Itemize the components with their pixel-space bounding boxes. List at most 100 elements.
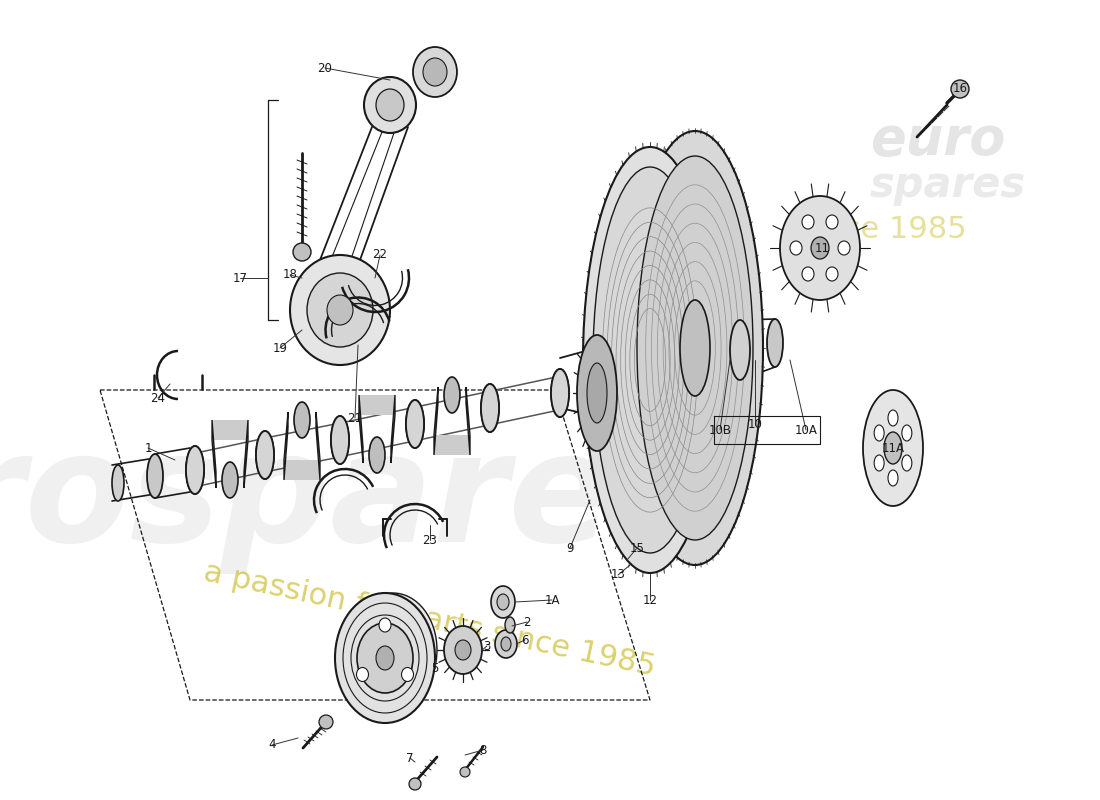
Ellipse shape	[331, 416, 349, 464]
Ellipse shape	[368, 437, 385, 473]
Ellipse shape	[802, 267, 814, 281]
Ellipse shape	[406, 400, 424, 448]
Ellipse shape	[500, 637, 512, 651]
Ellipse shape	[336, 593, 434, 723]
Text: 20: 20	[318, 62, 332, 74]
Text: 10A: 10A	[794, 423, 817, 437]
Ellipse shape	[730, 320, 750, 380]
Ellipse shape	[551, 369, 569, 417]
Ellipse shape	[888, 470, 898, 486]
Ellipse shape	[587, 363, 607, 423]
Text: 10B: 10B	[708, 423, 732, 437]
Ellipse shape	[838, 241, 850, 255]
Text: 22: 22	[373, 249, 387, 262]
Polygon shape	[434, 387, 438, 455]
Text: 1: 1	[144, 442, 152, 454]
Ellipse shape	[402, 667, 414, 682]
Ellipse shape	[874, 455, 884, 471]
Text: 4: 4	[268, 738, 276, 751]
Polygon shape	[316, 412, 320, 480]
Ellipse shape	[888, 410, 898, 426]
Ellipse shape	[884, 432, 902, 464]
Text: spares: spares	[870, 164, 1026, 206]
Ellipse shape	[811, 237, 829, 259]
Ellipse shape	[780, 196, 860, 300]
Ellipse shape	[481, 384, 499, 432]
Text: euro: euro	[870, 114, 1005, 166]
Text: 13: 13	[610, 569, 626, 582]
Ellipse shape	[551, 369, 569, 417]
Text: 5: 5	[431, 662, 439, 674]
Ellipse shape	[460, 767, 470, 777]
Text: 21: 21	[348, 411, 363, 425]
Text: 8: 8	[480, 743, 486, 757]
Ellipse shape	[349, 593, 437, 707]
Ellipse shape	[505, 617, 515, 633]
Polygon shape	[244, 420, 248, 488]
Ellipse shape	[767, 319, 783, 367]
Ellipse shape	[319, 715, 333, 729]
Ellipse shape	[331, 416, 349, 464]
Ellipse shape	[444, 377, 460, 413]
Text: 10: 10	[748, 418, 762, 431]
Ellipse shape	[307, 273, 373, 347]
Polygon shape	[390, 395, 395, 463]
Ellipse shape	[406, 400, 424, 448]
Polygon shape	[434, 435, 470, 455]
Text: 15: 15	[629, 542, 645, 554]
Ellipse shape	[874, 425, 884, 441]
Text: 3: 3	[483, 639, 491, 653]
Ellipse shape	[802, 215, 814, 229]
Ellipse shape	[637, 156, 754, 540]
Text: 23: 23	[422, 534, 438, 546]
Text: 24: 24	[151, 391, 165, 405]
Ellipse shape	[826, 267, 838, 281]
Ellipse shape	[376, 89, 404, 121]
Polygon shape	[284, 412, 288, 480]
Text: 19: 19	[273, 342, 287, 354]
Ellipse shape	[290, 255, 390, 365]
Ellipse shape	[112, 465, 124, 501]
Ellipse shape	[593, 167, 707, 553]
Text: 7: 7	[406, 751, 414, 765]
Ellipse shape	[497, 594, 509, 610]
Polygon shape	[212, 420, 248, 440]
Ellipse shape	[826, 215, 838, 229]
Ellipse shape	[491, 586, 515, 618]
Text: 11A: 11A	[881, 442, 904, 454]
Ellipse shape	[222, 462, 238, 498]
Ellipse shape	[293, 243, 311, 261]
Ellipse shape	[364, 77, 416, 133]
Text: eurospares: eurospares	[0, 426, 703, 574]
Ellipse shape	[256, 431, 274, 479]
Ellipse shape	[358, 623, 412, 693]
Ellipse shape	[356, 667, 369, 682]
Ellipse shape	[376, 646, 394, 670]
Ellipse shape	[455, 640, 471, 660]
Polygon shape	[359, 395, 395, 415]
Text: since 1985: since 1985	[800, 215, 967, 245]
Ellipse shape	[379, 618, 390, 632]
Ellipse shape	[588, 347, 612, 417]
Ellipse shape	[902, 425, 912, 441]
Ellipse shape	[864, 390, 923, 506]
Ellipse shape	[680, 300, 710, 396]
Text: 18: 18	[283, 269, 297, 282]
Polygon shape	[466, 387, 470, 455]
Text: 6: 6	[521, 634, 529, 646]
Ellipse shape	[952, 80, 969, 98]
Ellipse shape	[294, 402, 310, 438]
Ellipse shape	[578, 335, 617, 451]
Ellipse shape	[186, 446, 204, 494]
Text: 16: 16	[953, 82, 968, 94]
Text: a passion for parts since 1985: a passion for parts since 1985	[201, 558, 659, 682]
Ellipse shape	[495, 630, 517, 658]
Ellipse shape	[902, 455, 912, 471]
Text: 2: 2	[524, 615, 530, 629]
Ellipse shape	[186, 446, 204, 494]
Text: 11: 11	[814, 242, 829, 254]
Text: 17: 17	[232, 271, 248, 285]
Polygon shape	[284, 460, 320, 480]
Ellipse shape	[627, 131, 763, 565]
Text: 1A: 1A	[544, 594, 560, 606]
